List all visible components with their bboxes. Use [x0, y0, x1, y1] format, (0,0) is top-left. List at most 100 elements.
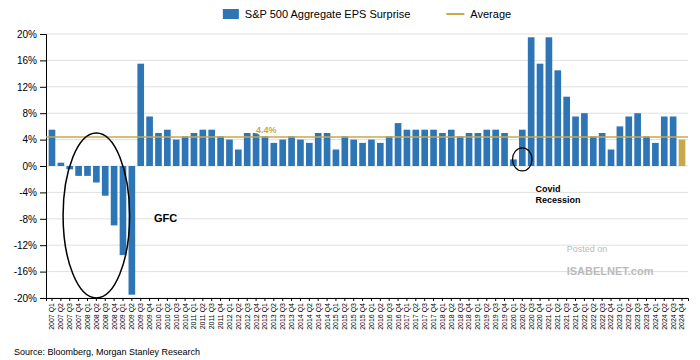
x-tick: 2023 Q4: [643, 298, 651, 330]
x-tick-mark: [398, 298, 399, 301]
x-tick-label: 2010 Q1: [155, 303, 163, 330]
x-tick: 2008 Q4: [111, 298, 119, 330]
x-tick: 2009 Q1: [119, 298, 127, 330]
x-tick-label: 2008 Q3: [102, 303, 110, 330]
x-tick-mark: [433, 298, 434, 301]
x-tick: 2022 Q3: [599, 298, 607, 330]
source: Source: Bloomberg, Morgan Stanley Resear…: [14, 347, 200, 357]
x-tick: 2010 Q3: [173, 298, 181, 330]
x-tick-mark: [389, 298, 390, 301]
x-tick-mark: [637, 298, 638, 301]
x-tick-label: 2023 Q1: [616, 303, 624, 330]
x-tick-mark: [619, 298, 620, 301]
x-tick: 2008 Q3: [102, 298, 110, 330]
y-tick: -20%: [14, 293, 46, 304]
y-tick: 0%: [23, 161, 46, 172]
x-tick-label: 2013 Q1: [261, 303, 269, 330]
y-tick: 8%: [23, 108, 46, 119]
y-tick-label: 4%: [23, 134, 38, 145]
x-tick-label: 2015 Q4: [359, 303, 367, 330]
x-tick: 2017 Q4: [430, 298, 438, 330]
x-tick-mark: [602, 298, 603, 301]
x-tick-label: 2009 Q4: [146, 303, 154, 330]
x-tick: 2023 Q2: [625, 298, 633, 330]
x-tick: 2015 Q1: [332, 298, 340, 330]
x-tick: 2007 Q1: [48, 298, 56, 330]
bar: [173, 140, 180, 166]
x-tick-mark: [682, 298, 683, 301]
x-tick-label: 2021 Q2: [554, 303, 562, 330]
x-tick-mark: [256, 298, 257, 301]
x-tick-mark: [495, 298, 496, 301]
y-tick-mark: [40, 298, 46, 299]
gfc-ellipse: [63, 133, 130, 298]
x-tick-label: 2024 Q4: [678, 303, 686, 330]
bar: [359, 143, 366, 166]
x-tick: 2021 Q2: [554, 298, 562, 330]
x-tick-mark: [114, 298, 115, 301]
x-tick-mark: [371, 298, 372, 301]
legend-item: Average: [446, 8, 511, 20]
x-tick-label: 2023 Q4: [643, 303, 651, 330]
x-tick: 2009 Q4: [146, 298, 154, 330]
bar: [333, 150, 340, 167]
y-tick-label: 12%: [17, 82, 37, 93]
grid-line: [46, 34, 688, 35]
x-tick-label: 2009 Q3: [137, 303, 145, 330]
x-tick-mark: [611, 298, 612, 301]
bar: [483, 130, 490, 166]
x-tick: 2012 Q2: [235, 298, 243, 330]
x-tick-mark: [140, 298, 141, 301]
x-tick-label: 2014 Q1: [297, 303, 305, 330]
x-tick: 2016 Q2: [377, 298, 385, 330]
bar: [421, 130, 428, 166]
y-tick-mark: [40, 245, 46, 246]
x-tick-mark: [176, 298, 177, 301]
x-tick-label: 2013 Q2: [270, 303, 278, 330]
average-label: 4.4%: [256, 125, 277, 135]
x-tick-label: 2017 Q1: [403, 303, 411, 330]
grid: [46, 34, 688, 298]
x-tick-label: 2019 Q2: [483, 303, 491, 330]
x-tick: 2011 Q1: [190, 298, 198, 329]
y-tick: -12%: [14, 240, 46, 251]
x-tick-mark: [220, 298, 221, 301]
bar: [537, 64, 544, 166]
x-tick: 2014 Q1: [297, 298, 305, 330]
bar: [634, 113, 641, 166]
x-tick: 2023 Q1: [616, 298, 624, 330]
x-tick: 2008 Q1: [84, 298, 92, 330]
x-tick-mark: [362, 298, 363, 301]
x-tick-mark: [655, 298, 656, 301]
annotation-line: Recession: [536, 195, 581, 205]
x-tick-mark: [238, 298, 239, 301]
x-tick-label: 2018 Q4: [465, 303, 473, 330]
y-tick-mark: [40, 34, 46, 35]
x-tick-label: 2012 Q4: [253, 303, 261, 330]
x-tick-mark: [167, 298, 168, 301]
x-tick: 2017 Q1: [403, 298, 411, 330]
x-tick: 2011 Q3: [208, 298, 216, 329]
x-tick-mark: [557, 298, 558, 301]
x-tick-mark: [300, 298, 301, 301]
x-tick-label: 2018 Q3: [457, 303, 465, 330]
y-tick: 4%: [23, 134, 46, 145]
x-tick-mark: [229, 298, 230, 301]
legend-item: S&P 500 Aggregate EPS Surprise: [223, 8, 411, 20]
x-tick: 2020 Q2: [519, 298, 527, 330]
x-tick-label: 2015 Q3: [350, 303, 358, 330]
bar: [191, 133, 198, 166]
x-tick-mark: [211, 298, 212, 301]
y-tick-mark: [40, 140, 46, 141]
x-tick-label: 2015 Q2: [341, 303, 349, 330]
legend: S&P 500 Aggregate EPS Surprise Average: [223, 8, 511, 20]
x-tick-mark: [451, 298, 452, 301]
x-tick-mark: [69, 298, 70, 301]
x-tick-mark: [51, 298, 52, 301]
x-tick-label: 2007 Q4: [75, 303, 83, 330]
x-tick: 2022 Q2: [590, 298, 598, 330]
bar: [643, 136, 650, 166]
x-tick-label: 2011 Q1: [190, 303, 198, 329]
y-tick-label: 20%: [17, 29, 37, 40]
x-tick: 2011 Q2: [199, 298, 207, 329]
